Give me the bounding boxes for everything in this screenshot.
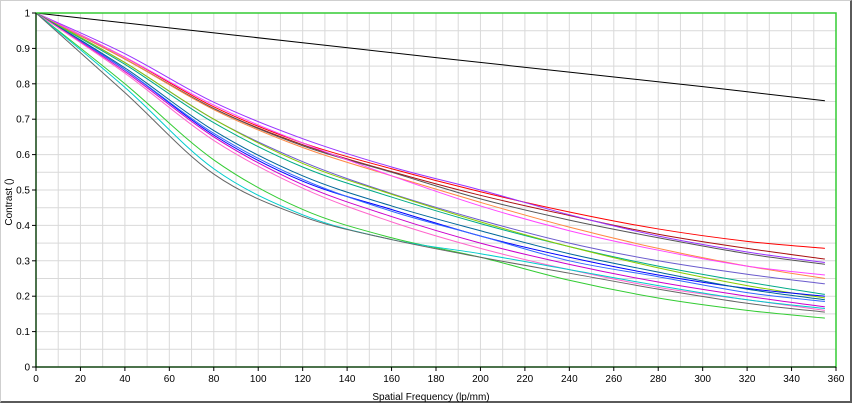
y-tick-label: 0.8 [16, 79, 30, 90]
y-tick-label: 0.7 [16, 115, 30, 126]
axes: 0 20 40 60 80 100 120 140 160 180 200 220 240 260 280 3… [16, 9, 845, 386]
series-line-14 [35, 12, 825, 308]
x-tick-label: 240 [561, 374, 578, 385]
x-tick-label: 200 [472, 374, 489, 385]
series-line-13 [35, 12, 825, 301]
y-tick-label: 0.5 [16, 186, 30, 197]
x-tick-label: 300 [694, 374, 711, 385]
y-tick-label: 0.6 [16, 150, 30, 161]
series-line-9 [35, 12, 825, 295]
x-tick-label: 160 [383, 374, 400, 385]
series-line-10 [35, 12, 825, 299]
x-tick-label: 360 [828, 374, 845, 385]
series-line-15 [35, 12, 825, 311]
x-tick-label: 100 [250, 374, 267, 385]
series-line-2 [35, 12, 825, 249]
series-line-7 [35, 12, 825, 276]
x-tick-label: 340 [783, 374, 800, 385]
series-line-4 [35, 12, 825, 264]
x-tick-label: 80 [208, 374, 220, 385]
y-tick-label: 0.1 [16, 327, 30, 338]
x-tick-label: 60 [164, 374, 176, 385]
y-tick-label: 0.4 [16, 221, 30, 232]
series-line-12 [35, 12, 825, 303]
x-tick-label: 20 [75, 374, 87, 385]
x-tick-label: 140 [339, 374, 356, 385]
series-line-17 [35, 12, 825, 310]
grid [35, 12, 837, 368]
x-tick-label: 0 [33, 374, 39, 385]
x-tick-label: 320 [739, 374, 756, 385]
series-line-11 [35, 12, 825, 297]
series-line-16 [35, 12, 825, 319]
series-line-18 [35, 12, 825, 313]
series-line-1 [35, 12, 825, 102]
x-tick-label: 120 [294, 374, 311, 385]
y-tick-label: 1 [24, 9, 30, 20]
series-lines [35, 12, 825, 319]
y-axis-title: Contrast () [4, 178, 15, 225]
x-tick-label: 180 [428, 374, 445, 385]
y-tick-label: 0 [24, 363, 30, 374]
y-tick-label: 0.3 [16, 256, 30, 267]
x-tick-label: 40 [119, 374, 131, 385]
x-axis-title: Spatial Frequency (lp/mm) [372, 392, 489, 402]
x-tick-label: 260 [605, 374, 622, 385]
series-line-5 [35, 12, 825, 265]
x-tick-label: 280 [650, 374, 667, 385]
y-tick-label: 0.9 [16, 44, 30, 55]
series-line-6 [35, 12, 825, 279]
x-tick-label: 220 [517, 374, 534, 385]
y-tick-label: 0.2 [16, 292, 30, 303]
